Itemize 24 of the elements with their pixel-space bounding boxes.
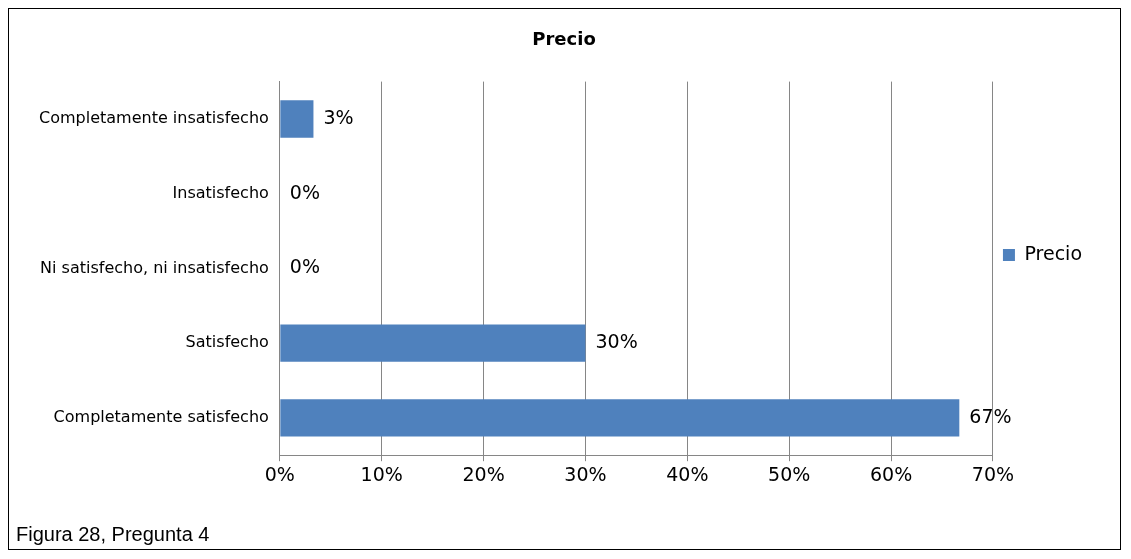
x-tick-label: 30% [564, 462, 607, 485]
data-label: 0% [289, 180, 320, 203]
x-tick-label: 50% [768, 462, 811, 485]
x-tick-label: 0% [264, 462, 295, 485]
data-label: 30% [595, 330, 638, 353]
bar [280, 324, 586, 362]
x-tick-label: 10% [360, 462, 403, 485]
y-tick-label: Completamente insatisfecho [39, 108, 269, 128]
bar [280, 100, 314, 138]
data-label: 0% [289, 255, 320, 278]
y-tick-label: Ni satisfecho, ni insatisfecho [40, 257, 269, 277]
data-label: 3% [323, 105, 354, 128]
y-tick-label: Insatisfecho [172, 182, 269, 202]
text: Figura 28, Pregunta 4 [16, 523, 210, 546]
x-tick-label: 70% [971, 462, 1015, 485]
bar [280, 399, 960, 437]
x-tick-label: 20% [462, 462, 505, 485]
x-tick-label: 60% [869, 462, 913, 485]
y-tick-label: Completamente satisfecho [53, 407, 269, 426]
legend-label: Precio [1024, 241, 1083, 264]
data-label: 67% [969, 404, 1012, 427]
chart-title: Precio [532, 28, 596, 50]
x-tick-label: 40% [666, 462, 709, 485]
y-tick-label: Satisfecho [185, 332, 269, 352]
